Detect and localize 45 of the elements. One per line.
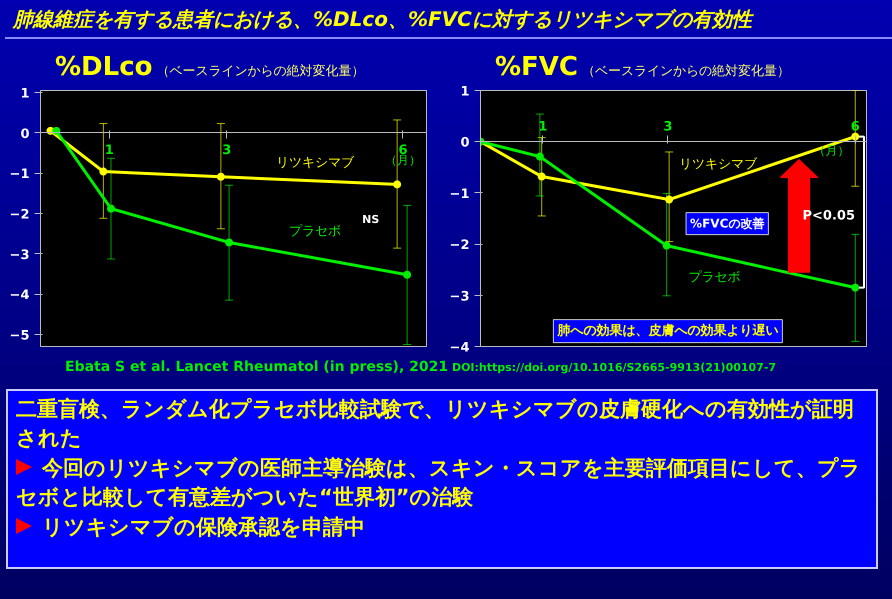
- point: [538, 172, 546, 181]
- annotation: 肺への効果は、皮膚への効果より遅い: [556, 322, 778, 339]
- series-label: プラセボ: [288, 224, 341, 240]
- y-tick-label: −4: [450, 340, 470, 356]
- x-axis-title: （月）: [813, 144, 850, 158]
- point: [662, 242, 671, 250]
- point: [216, 172, 225, 181]
- y-tick-label: −3: [450, 289, 470, 304]
- text: Ebata S et al. Lancet Rheumatol (in press), 2021: [65, 359, 448, 375]
- text: 今回のリツキシマブの医師主導治験は、スキン・スコアを主要評価項目にして、プラセボと比較して有意差がついた“世界初”の治験: [16, 454, 862, 512]
- y-tick-label: −1: [10, 167, 30, 182]
- point: [665, 196, 674, 204]
- series-label: リツキシマブ: [678, 157, 758, 172]
- annotation: %FVCの改善: [690, 216, 764, 231]
- y-tick-label: 1: [20, 86, 30, 102]
- y-tick-label: 0: [20, 126, 30, 142]
- y-tick-label: −5: [10, 328, 30, 344]
- text: 二重盲検、ランダム化プラセボ比較試験で、リツキシマブの皮膚硬化への有効性が証明された: [16, 396, 855, 452]
- chart-subtitle: （ベースラインからの絶対変化量）: [581, 64, 790, 79]
- y-tick-label: −1: [450, 186, 470, 202]
- annotation: NS: [362, 213, 380, 226]
- y-tick-label: −3: [10, 248, 30, 263]
- point: [851, 284, 860, 292]
- y-tick-label: 1: [460, 84, 470, 100]
- point: [107, 204, 115, 213]
- chart-subtitle: （ベースラインからの絶対変化量）: [156, 64, 365, 79]
- point: [225, 238, 234, 246]
- point: [99, 168, 108, 176]
- series-label: リツキシマブ: [276, 156, 355, 171]
- point: [393, 180, 402, 188]
- y-tick-label: −2: [450, 238, 470, 254]
- text: 肺線維症を有する患者における、%DLco、%FVCに対するリツキシマブの有効性: [13, 6, 752, 33]
- y-tick-label: −2: [10, 207, 30, 222]
- series-label: プラセボ: [688, 270, 741, 285]
- chart-title: %DLco: [55, 52, 152, 82]
- y-tick-label: −4: [10, 288, 30, 304]
- point: [536, 152, 544, 161]
- y-tick-label: 0: [460, 136, 470, 151]
- text: リツキシマブの保険承認を申請中: [41, 514, 366, 541]
- point: [403, 270, 412, 279]
- x-tick-label: 3: [222, 142, 232, 158]
- text: DOI:https://doi.org/10.1016/S2665-9913(21)00107-7: [452, 361, 776, 374]
- chart-title: %FVC: [495, 52, 578, 82]
- x-tick-label: 3: [663, 120, 672, 135]
- x-tick-label: 1: [104, 142, 114, 158]
